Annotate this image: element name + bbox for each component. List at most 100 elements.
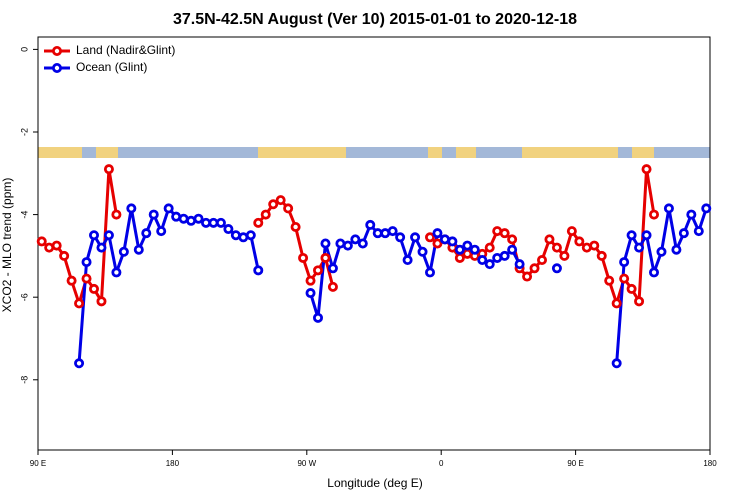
point (432, 238, 443, 249)
point (387, 226, 398, 237)
x-tick-label: 90 W (297, 459, 316, 468)
point (529, 263, 540, 274)
point (410, 232, 421, 243)
point (312, 312, 323, 323)
legend-marker (52, 46, 63, 57)
point (454, 252, 465, 263)
legend-label: Land (Nadir&Glint) (76, 43, 175, 57)
point (634, 296, 645, 307)
point (96, 296, 107, 307)
point (260, 209, 271, 220)
point (574, 236, 585, 247)
point (671, 244, 682, 255)
point (74, 298, 85, 309)
legend-label: Ocean (Glint) (76, 60, 147, 74)
point (133, 244, 144, 255)
point (305, 288, 316, 299)
point (51, 240, 62, 251)
map-strip (38, 147, 710, 158)
x-tick-label: 180 (703, 459, 717, 468)
point (327, 263, 338, 274)
point (320, 238, 331, 249)
point (596, 250, 607, 261)
y-axis-label: XCO2 - MLO trend (ppm) (0, 178, 14, 313)
point (312, 265, 323, 276)
point (253, 217, 264, 228)
chart-title: 37.5N-42.5N August (Ver 10) 2015-01-01 t… (173, 11, 577, 28)
point (454, 244, 465, 255)
point (507, 244, 518, 255)
point (499, 250, 510, 261)
point (417, 246, 428, 257)
point (424, 232, 435, 243)
point (551, 263, 562, 274)
point (462, 240, 473, 251)
point (686, 209, 697, 220)
x-tick-label: 90 E (567, 459, 583, 468)
point (566, 226, 577, 237)
point (604, 275, 615, 286)
point (537, 255, 548, 266)
point (395, 232, 406, 243)
point (432, 228, 443, 239)
point (559, 250, 570, 261)
point (350, 234, 361, 245)
point (357, 238, 368, 249)
point (126, 203, 137, 214)
point (81, 257, 92, 268)
point (89, 230, 100, 241)
point (305, 275, 316, 286)
point (701, 203, 712, 214)
point (619, 273, 630, 284)
y-tick-label: 0 (19, 47, 29, 52)
point (522, 271, 533, 282)
point (215, 217, 226, 228)
point (693, 226, 704, 237)
point (148, 209, 159, 220)
point (111, 267, 122, 278)
y-tick-label: -2 (19, 128, 29, 136)
y-tick-label: -6 (19, 293, 29, 301)
point (551, 242, 562, 253)
x-tick-label: 0 (439, 459, 444, 468)
point (275, 195, 286, 206)
point (245, 230, 256, 241)
point (96, 242, 107, 253)
point (663, 203, 674, 214)
point (320, 252, 331, 263)
point (283, 203, 294, 214)
y-tick-label: -8 (19, 376, 29, 384)
point (619, 257, 630, 268)
point (36, 236, 47, 247)
y-tick-label: -4 (19, 211, 29, 219)
point (424, 267, 435, 278)
point (103, 164, 114, 175)
point (641, 164, 652, 175)
point (327, 281, 338, 292)
point (118, 246, 129, 257)
point (74, 358, 85, 369)
point (89, 283, 100, 294)
point (477, 255, 488, 266)
point (163, 203, 174, 214)
point (678, 228, 689, 239)
point (656, 246, 667, 257)
point (469, 244, 480, 255)
point (634, 242, 645, 253)
legend-marker (52, 63, 63, 74)
point (253, 265, 264, 276)
point (649, 267, 660, 278)
point (81, 273, 92, 284)
point (641, 230, 652, 241)
point (484, 242, 495, 253)
point (141, 228, 152, 239)
x-axis-label: Longitude (deg E) (327, 476, 422, 490)
point (103, 230, 114, 241)
point (342, 240, 353, 251)
point (626, 230, 637, 241)
point (611, 298, 622, 309)
point (589, 240, 600, 251)
x-tick-label: 180 (166, 459, 180, 468)
point (499, 228, 510, 239)
